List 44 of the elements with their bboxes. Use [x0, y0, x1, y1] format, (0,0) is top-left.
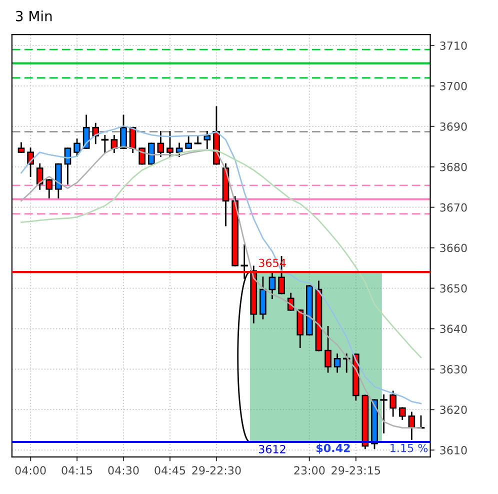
candlestick	[176, 142, 183, 158]
candlestick	[101, 135, 109, 154]
candlestick	[157, 130, 164, 158]
ref-line-label: 3612	[258, 444, 286, 454]
candlestick	[27, 148, 34, 177]
y-tick-label: 3700	[440, 82, 467, 90]
candlestick	[324, 326, 332, 373]
x-tick-label: 04:45	[154, 466, 186, 475]
y-tick-label: 3620	[440, 406, 467, 414]
chart-title: 3 Min	[16, 10, 52, 22]
candlestick	[185, 135, 192, 149]
candlestick	[398, 407, 406, 420]
y-tick-label: 3690	[440, 122, 467, 131]
x-tick-label: 04:30	[108, 466, 139, 475]
annotation: 1.15 %	[390, 444, 428, 452]
candlestick	[148, 142, 155, 165]
x-tick-label: 23:00	[294, 466, 325, 475]
candlestick	[390, 390, 396, 417]
candlestick	[204, 130, 211, 149]
candlestick	[120, 114, 127, 149]
line-series	[20, 149, 422, 358]
candlestick	[166, 130, 174, 158]
annotation: $0.42	[316, 444, 350, 454]
y-tick-label: 3650	[440, 284, 467, 293]
x-tick-label: 29-23:15	[332, 466, 380, 475]
y-tick-label: 3710	[440, 41, 467, 50]
y-tick-label: 3640	[440, 324, 467, 334]
candlestick	[46, 179, 53, 198]
y-tick-label: 3660	[440, 244, 467, 252]
candlestick	[334, 353, 341, 373]
candlestick	[92, 122, 100, 144]
x-tick-label: 04:00	[15, 466, 46, 475]
y-tick-label: 3680	[440, 162, 467, 172]
candlestick	[36, 163, 44, 190]
candlestick	[138, 148, 146, 165]
x-tick-label: 04:15	[62, 466, 92, 475]
candlestick	[18, 142, 25, 154]
candlestick	[74, 138, 80, 158]
x-tick-label: 29-22:30	[192, 466, 241, 475]
y-tick-label: 3630	[440, 365, 467, 374]
candlestick	[268, 272, 276, 300]
y-tick-label: 3670	[440, 203, 467, 212]
candlestick	[380, 394, 388, 434]
y-tick-label: 3610	[440, 446, 467, 454]
